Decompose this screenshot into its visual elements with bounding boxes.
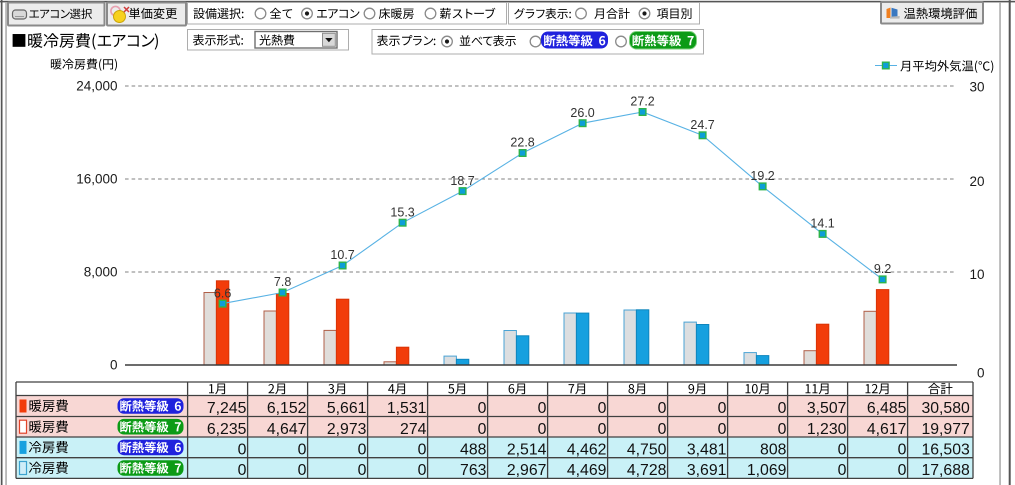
svg-text:6.6: 6.6 — [214, 286, 231, 300]
svg-text:15.3: 15.3 — [390, 205, 414, 219]
svg-text:24.7: 24.7 — [690, 118, 714, 132]
svg-text:1,230: 1,230 — [807, 421, 847, 438]
svg-text:20: 20 — [969, 174, 984, 189]
svg-text:2,973: 2,973 — [327, 421, 367, 438]
svg-text:2,514: 2,514 — [507, 441, 547, 458]
svg-text:16,503: 16,503 — [921, 441, 970, 458]
svg-text:0: 0 — [238, 441, 247, 458]
svg-text:4,750: 4,750 — [627, 441, 667, 458]
svg-text:24,000: 24,000 — [76, 79, 117, 94]
svg-text:6,152: 6,152 — [267, 400, 307, 417]
svg-text:30: 30 — [969, 80, 984, 95]
svg-text:0: 0 — [358, 462, 367, 479]
svg-text:18.7: 18.7 — [450, 174, 474, 188]
svg-text:808: 808 — [760, 441, 787, 458]
svg-text:0: 0 — [658, 400, 667, 417]
svg-text:274: 274 — [400, 421, 427, 438]
svg-text:4,728: 4,728 — [627, 462, 667, 479]
svg-text:3,507: 3,507 — [807, 400, 847, 417]
svg-text:0: 0 — [658, 421, 667, 438]
svg-text:1,069: 1,069 — [747, 462, 787, 479]
svg-text:30,580: 30,580 — [921, 400, 970, 417]
svg-text:0: 0 — [418, 462, 427, 479]
svg-text:4,469: 4,469 — [567, 462, 607, 479]
svg-text:16,000: 16,000 — [76, 172, 117, 187]
svg-text:0: 0 — [718, 421, 727, 438]
svg-text:9.2: 9.2 — [874, 262, 891, 276]
svg-text:0: 0 — [298, 441, 307, 458]
svg-text:4,647: 4,647 — [267, 421, 307, 438]
svg-text:1,531: 1,531 — [387, 400, 427, 417]
svg-text:26.0: 26.0 — [570, 106, 594, 120]
svg-text:0: 0 — [298, 462, 307, 479]
svg-text:0: 0 — [598, 400, 607, 417]
svg-text:10.7: 10.7 — [330, 248, 354, 262]
svg-text:6,235: 6,235 — [207, 421, 247, 438]
svg-text:8,000: 8,000 — [84, 265, 118, 280]
svg-text:4,462: 4,462 — [567, 441, 607, 458]
svg-text:27.2: 27.2 — [630, 95, 654, 109]
svg-text:3,691: 3,691 — [687, 462, 727, 479]
svg-text:0: 0 — [478, 421, 487, 438]
svg-text:0: 0 — [898, 462, 907, 479]
svg-text:0: 0 — [418, 441, 427, 458]
svg-text:0: 0 — [778, 400, 787, 417]
svg-text:0: 0 — [838, 462, 847, 479]
svg-text:763: 763 — [460, 462, 487, 479]
svg-text:0: 0 — [238, 462, 247, 479]
svg-text:6,485: 6,485 — [867, 400, 907, 417]
svg-text:19,977: 19,977 — [921, 421, 969, 438]
svg-text:22.8: 22.8 — [510, 136, 534, 150]
svg-text:14.1: 14.1 — [810, 217, 834, 231]
svg-text:0: 0 — [598, 421, 607, 438]
svg-text:19.2: 19.2 — [750, 169, 774, 183]
svg-text:3,481: 3,481 — [687, 441, 727, 458]
svg-text:0: 0 — [838, 441, 847, 458]
svg-text:2,967: 2,967 — [507, 462, 547, 479]
svg-text:7.8: 7.8 — [274, 275, 291, 289]
svg-text:0: 0 — [977, 366, 985, 381]
svg-text:5,661: 5,661 — [327, 400, 367, 417]
svg-text:0: 0 — [358, 441, 367, 458]
svg-text:0: 0 — [110, 358, 118, 373]
svg-text:0: 0 — [898, 441, 907, 458]
svg-text:10: 10 — [969, 267, 984, 282]
svg-text:0: 0 — [478, 400, 487, 417]
svg-text:488: 488 — [460, 441, 487, 458]
svg-text:4,617: 4,617 — [867, 421, 907, 438]
svg-text:7,245: 7,245 — [207, 400, 247, 417]
svg-text:17,688: 17,688 — [921, 462, 970, 479]
svg-text:0: 0 — [718, 400, 727, 417]
svg-text:0: 0 — [538, 421, 547, 438]
svg-text:0: 0 — [778, 421, 787, 438]
svg-text:0: 0 — [538, 400, 547, 417]
